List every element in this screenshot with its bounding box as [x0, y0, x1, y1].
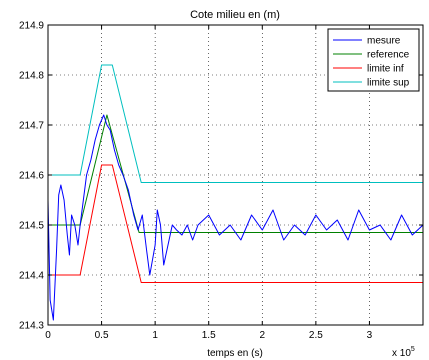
- y-tick-label: 214.8: [19, 71, 44, 82]
- series-group: [47, 64, 424, 321]
- x-tick-label: 1: [152, 330, 158, 341]
- chart-title: Cote milieu en (m): [190, 9, 280, 21]
- y-tick-label: 214.9: [19, 21, 44, 32]
- legend-label-reference: reference: [367, 50, 410, 61]
- legend: mesure reference limite inf limite sup: [327, 28, 420, 92]
- series-line-reference: [48, 114, 423, 233]
- series-line-limite-inf: [48, 164, 423, 283]
- x-tick-label: 0.5: [95, 330, 109, 341]
- y-tick-label: 214.3: [19, 321, 44, 332]
- x-tick-label: 1.5: [202, 330, 216, 341]
- y-tick-label: 214.7: [19, 121, 44, 132]
- x-tick-label: 2.5: [309, 330, 323, 341]
- x-tick-label: 3: [367, 330, 373, 341]
- series-line-mesure: [47, 114, 424, 321]
- legend-label-limite-sup: limite sup: [367, 78, 410, 89]
- legend-label-limite-inf: limite inf: [367, 64, 404, 75]
- x-tick-label: 2: [260, 330, 266, 341]
- y-tick-label: 214.6: [19, 171, 44, 182]
- x-multiplier-exponent: 5: [411, 346, 415, 353]
- series-line-limite-sup: [48, 64, 423, 183]
- legend-box: [327, 28, 420, 92]
- y-tick-label: 214.5: [19, 221, 44, 232]
- x-multiplier-label: x 105: [392, 346, 415, 359]
- x-multiplier-base: x 10: [392, 348, 411, 359]
- legend-label-mesure: mesure: [367, 36, 401, 47]
- axis-ticks: 0 0.5 1 1.5 2 2.5 3 214.3 214.4 214.5 214.6 214.7 21…: [19, 21, 423, 341]
- x-axis-label: temps en (s): [207, 348, 263, 359]
- x-tick-label: 0: [45, 330, 51, 341]
- y-tick-label: 214.4: [19, 271, 44, 282]
